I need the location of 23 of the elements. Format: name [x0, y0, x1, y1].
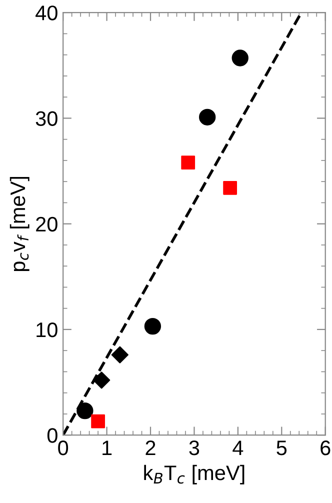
x-tick-label: 4 [232, 440, 244, 456]
x-tick-label: 2 [146, 440, 156, 456]
y-tick-label: 0 [47, 428, 58, 443]
x-tick-label: 1 [102, 440, 112, 456]
y-axis-title: p$_{c}$v$_{f}$ [meV] [10, 176, 30, 272]
x-tick-label: 5 [276, 440, 287, 456]
y-tick-label: 10 [36, 322, 58, 338]
point [91, 414, 105, 428]
point [232, 50, 248, 66]
point [111, 346, 128, 364]
point [92, 372, 110, 389]
point [181, 156, 196, 170]
x-tick-label: 0 [58, 440, 68, 456]
x-tick-label: 3 [189, 440, 200, 456]
point [223, 180, 238, 195]
point [76, 402, 94, 420]
y-tick-label: 20 [36, 216, 58, 232]
x-tick-label: 6 [320, 440, 330, 456]
y-tick-label: 30 [36, 111, 58, 126]
y-tick-label: 40 [36, 6, 58, 20]
point [199, 108, 216, 126]
point [144, 318, 162, 335]
x-axis-title: k$_{B}$T$_{c}$ [meV] [144, 464, 244, 484]
